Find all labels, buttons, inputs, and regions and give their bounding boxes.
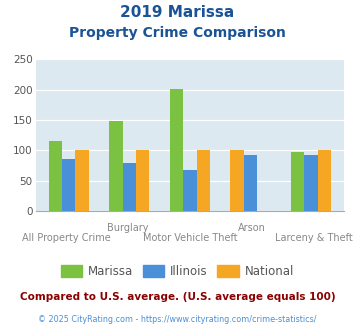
Text: All Property Crime: All Property Crime	[22, 233, 111, 243]
Bar	[109, 121, 123, 211]
Bar	[76, 150, 89, 211]
Bar	[304, 155, 318, 211]
Bar	[318, 150, 331, 211]
Bar	[197, 150, 210, 211]
Text: © 2025 CityRating.com - https://www.cityrating.com/crime-statistics/: © 2025 CityRating.com - https://www.city…	[38, 315, 317, 324]
Text: Motor Vehicle Theft: Motor Vehicle Theft	[143, 233, 237, 243]
Text: Compared to U.S. average. (U.S. average equals 100): Compared to U.S. average. (U.S. average …	[20, 292, 335, 302]
Bar	[123, 163, 136, 211]
Text: Property Crime Comparison: Property Crime Comparison	[69, 26, 286, 40]
Bar	[62, 159, 76, 211]
Text: 2019 Marissa: 2019 Marissa	[120, 5, 235, 20]
Bar	[49, 141, 62, 211]
Legend: Marissa, Illinois, National: Marissa, Illinois, National	[56, 260, 299, 282]
Bar	[170, 89, 183, 211]
Text: Arson: Arson	[238, 223, 266, 233]
Text: Burglary: Burglary	[108, 223, 149, 233]
Text: Larceny & Theft: Larceny & Theft	[274, 233, 353, 243]
Bar	[136, 150, 149, 211]
Bar	[183, 170, 197, 211]
Bar	[291, 152, 304, 211]
Bar	[244, 155, 257, 211]
Bar	[230, 150, 244, 211]
